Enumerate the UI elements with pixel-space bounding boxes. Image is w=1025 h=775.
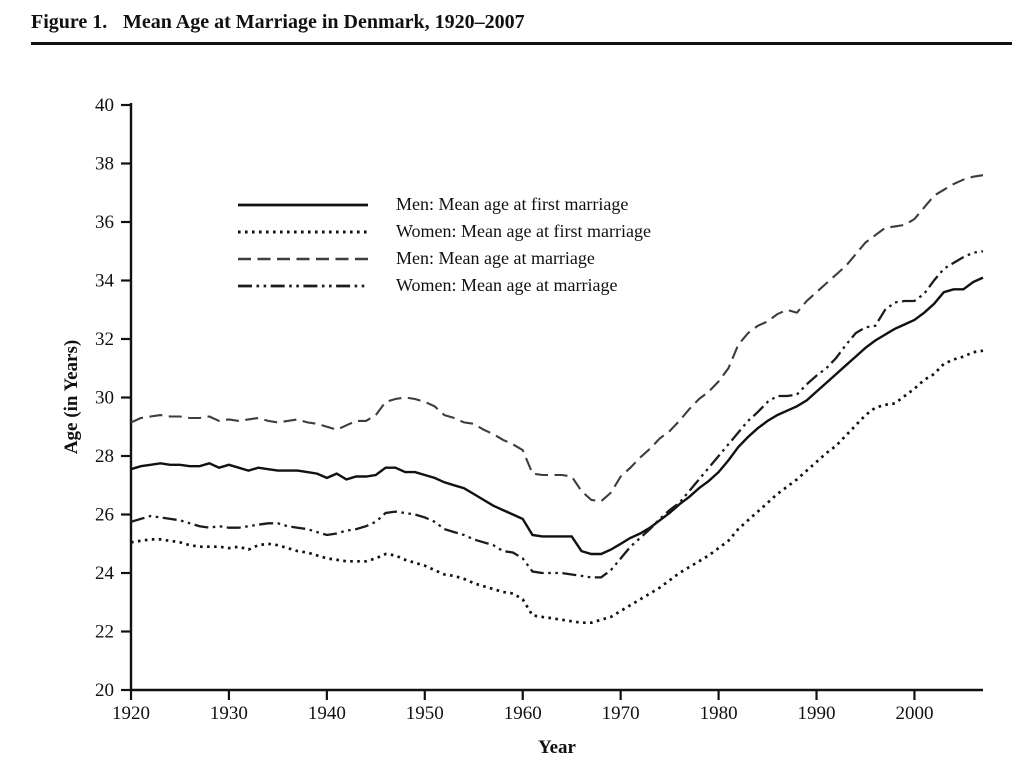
series-line-dotted bbox=[130, 349, 984, 625]
x-tick-label: 1960 bbox=[504, 703, 542, 724]
legend-label: Women: Mean age at marriage bbox=[396, 275, 618, 295]
y-tick-label: 34 bbox=[95, 271, 115, 292]
y-axis-title: Age (in Years) bbox=[61, 339, 82, 455]
x-tick-label: 1920 bbox=[112, 703, 150, 724]
legend-item: Men: Mean age at first marriage bbox=[237, 191, 651, 218]
y-tick-label: 26 bbox=[95, 505, 114, 526]
figure-title: Mean Age at Marriage in Denmark, 1920–20… bbox=[123, 11, 525, 33]
x-tick-label: 1950 bbox=[406, 703, 444, 724]
y-tick-label: 28 bbox=[95, 446, 114, 467]
y-tick-label: 20 bbox=[95, 680, 114, 701]
y-tick-label: 24 bbox=[95, 563, 115, 584]
legend-line-sample-dotted bbox=[238, 229, 368, 234]
x-tick-label: 2000 bbox=[895, 703, 933, 724]
y-tick-label: 32 bbox=[95, 329, 114, 350]
x-tick-label: 1940 bbox=[308, 703, 346, 724]
x-axis-title: Year bbox=[538, 737, 576, 758]
legend-label: Women: Mean age at first marriage bbox=[396, 221, 651, 241]
legend-item: Women: Mean age at first marriage bbox=[237, 218, 651, 245]
x-tick-label: 1980 bbox=[700, 703, 738, 724]
legend-item: Women: Mean age at marriage bbox=[237, 272, 651, 299]
x-tick-label: 1970 bbox=[602, 703, 640, 724]
legend-line-sample-dash-dot-dot bbox=[238, 284, 368, 287]
legend-item: Men: Mean age at marriage bbox=[237, 245, 651, 272]
figure-number-label: Figure 1. bbox=[31, 11, 108, 33]
legend-line-sample-dashed bbox=[238, 257, 368, 260]
y-tick-label: 36 bbox=[95, 212, 114, 233]
legend: Men: Mean age at first marriage Women: Me… bbox=[237, 191, 651, 299]
x-tick-label: 1930 bbox=[210, 703, 248, 724]
series-line-dashed bbox=[130, 174, 984, 503]
y-tick-label: 30 bbox=[95, 388, 114, 409]
y-tick-label: 38 bbox=[95, 154, 114, 175]
series-line-solid bbox=[130, 276, 984, 556]
x-tick-label: 1990 bbox=[798, 703, 836, 724]
legend-label: Men: Mean age at marriage bbox=[396, 248, 595, 268]
y-tick-label: 22 bbox=[95, 622, 114, 643]
legend-label: Men: Mean age at first marriage bbox=[396, 194, 629, 214]
y-tick-label: 40 bbox=[95, 95, 114, 116]
title-rule-divider bbox=[31, 42, 1012, 45]
series-line-dash-dot-dot bbox=[130, 250, 984, 579]
legend-line-sample-solid bbox=[238, 203, 368, 206]
